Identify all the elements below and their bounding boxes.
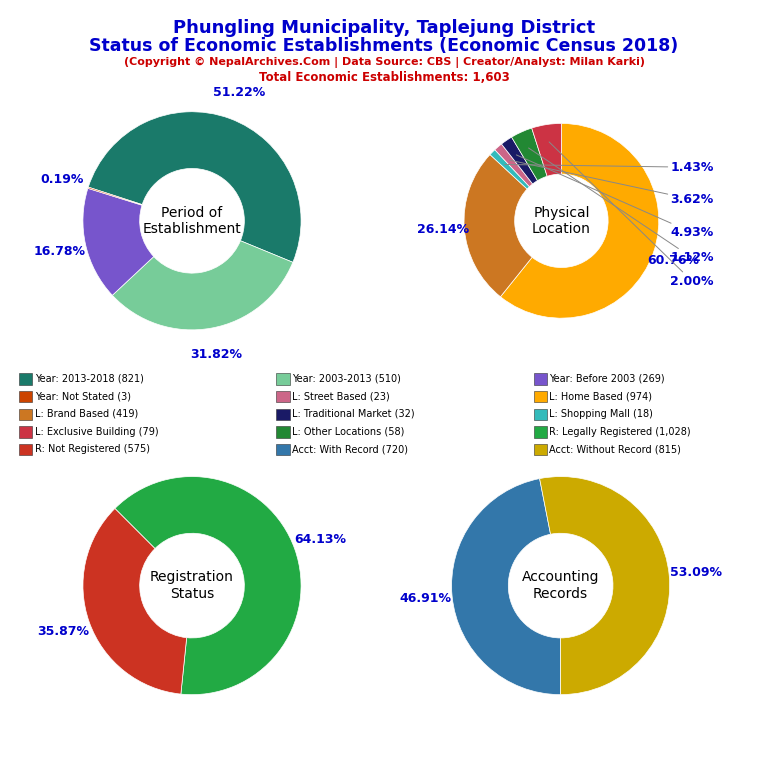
Text: L: Exclusive Building (79): L: Exclusive Building (79): [35, 426, 158, 437]
Text: 35.87%: 35.87%: [38, 624, 90, 637]
Wedge shape: [511, 128, 547, 180]
Wedge shape: [115, 477, 301, 694]
Text: Registration
Status: Registration Status: [150, 571, 234, 601]
Text: 53.09%: 53.09%: [670, 566, 723, 579]
Text: L: Other Locations (58): L: Other Locations (58): [292, 426, 404, 437]
Text: 1.12%: 1.12%: [528, 148, 714, 264]
Wedge shape: [490, 150, 529, 189]
Text: Physical
Location: Physical Location: [532, 206, 591, 236]
Text: 4.93%: 4.93%: [516, 155, 713, 239]
Wedge shape: [112, 240, 293, 329]
Text: Year: Before 2003 (269): Year: Before 2003 (269): [549, 373, 665, 384]
Text: Acct: With Record (720): Acct: With Record (720): [292, 444, 408, 455]
Text: Acct: Without Record (815): Acct: Without Record (815): [549, 444, 681, 455]
Wedge shape: [464, 154, 532, 296]
Wedge shape: [88, 187, 142, 205]
Wedge shape: [502, 137, 538, 184]
Text: 64.13%: 64.13%: [294, 534, 346, 547]
Wedge shape: [501, 124, 659, 318]
Text: L: Home Based (974): L: Home Based (974): [549, 391, 652, 402]
Text: L: Brand Based (419): L: Brand Based (419): [35, 409, 137, 419]
Wedge shape: [83, 508, 187, 694]
Text: Status of Economic Establishments (Economic Census 2018): Status of Economic Establishments (Econo…: [89, 37, 679, 55]
Text: Year: 2013-2018 (821): Year: 2013-2018 (821): [35, 373, 144, 384]
Text: Phungling Municipality, Taplejung District: Phungling Municipality, Taplejung Distri…: [173, 19, 595, 37]
Text: (Copyright © NepalArchives.Com | Data Source: CBS | Creator/Analyst: Milan Karki: (Copyright © NepalArchives.Com | Data So…: [124, 57, 644, 68]
Text: 31.82%: 31.82%: [190, 349, 243, 362]
Text: 3.62%: 3.62%: [509, 160, 713, 206]
Text: L: Traditional Market (32): L: Traditional Market (32): [292, 409, 415, 419]
Wedge shape: [83, 188, 154, 295]
Text: Total Economic Establishments: 1,603: Total Economic Establishments: 1,603: [259, 71, 509, 84]
Text: Year: 2003-2013 (510): Year: 2003-2013 (510): [292, 373, 401, 384]
Wedge shape: [88, 112, 301, 263]
Text: 2.00%: 2.00%: [549, 142, 714, 288]
Text: 51.22%: 51.22%: [213, 86, 265, 99]
Text: Period of
Establishment: Period of Establishment: [143, 206, 241, 236]
Wedge shape: [452, 478, 561, 695]
Text: 1.43%: 1.43%: [505, 161, 713, 174]
Wedge shape: [540, 477, 670, 695]
Text: Accounting
Records: Accounting Records: [522, 571, 599, 601]
Text: L: Street Based (23): L: Street Based (23): [292, 391, 389, 402]
Text: 26.14%: 26.14%: [417, 223, 469, 236]
Wedge shape: [495, 144, 533, 187]
Text: R: Not Registered (575): R: Not Registered (575): [35, 444, 150, 455]
Text: 0.19%: 0.19%: [41, 173, 84, 186]
Text: 16.78%: 16.78%: [33, 245, 85, 258]
Text: 46.91%: 46.91%: [399, 592, 451, 605]
Text: Year: Not Stated (3): Year: Not Stated (3): [35, 391, 131, 402]
Text: L: Shopping Mall (18): L: Shopping Mall (18): [549, 409, 653, 419]
Wedge shape: [531, 124, 561, 177]
Text: R: Legally Registered (1,028): R: Legally Registered (1,028): [549, 426, 690, 437]
Text: 60.76%: 60.76%: [647, 253, 700, 266]
